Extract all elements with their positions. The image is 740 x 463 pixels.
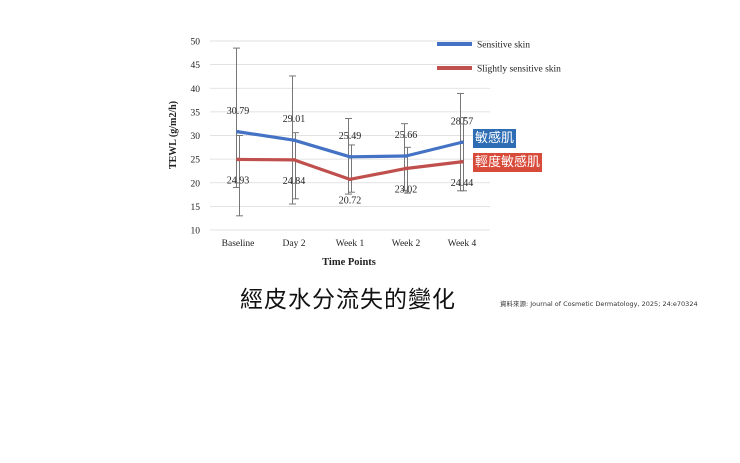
x-axis-ticks: Baseline Day 2 Week 1 Week 2 Week 4	[222, 239, 477, 249]
slightly-sensitive-skin-tag: 輕度敏感肌	[473, 153, 543, 172]
data-label-s0-0: 30.79	[227, 106, 250, 117]
y-tick-label-35: 35	[191, 108, 201, 118]
source-citation: 資料來源: Journal of Cosmetic Dermatology, 2…	[500, 300, 698, 308]
data-point-s1-3	[404, 166, 408, 171]
x-axis-label: Time Points	[322, 257, 376, 268]
data-point-s1-1	[292, 158, 296, 162]
x-tick-label-2: Week 1	[336, 239, 365, 249]
data-label-s1-4: 24.44	[451, 178, 474, 189]
x-tick-label-3: Week 2	[392, 239, 421, 249]
y-tick-label-50: 50	[191, 38, 201, 48]
series-line-1	[236, 157, 464, 181]
legend-label-sensitive: Sensitive skin	[477, 41, 530, 51]
x-tick-label-4: Week 4	[448, 239, 477, 249]
y-tick-label-20: 20	[191, 179, 201, 189]
y-axis-label: TEWL (g/m2/h)	[168, 101, 179, 169]
y-axis-ticks: 10 15 20 25 30 35 40 45 50	[191, 38, 201, 237]
y-tick-label-40: 40	[191, 85, 201, 95]
data-label-s1-1: 24.84	[283, 176, 306, 187]
data-label-s1-0: 24.93	[227, 175, 250, 186]
data-point-s0-3	[404, 154, 408, 158]
y-tick-label-45: 45	[191, 61, 201, 71]
x-tick-label-0: Baseline	[222, 239, 255, 249]
data-point-s0-0	[236, 129, 240, 134]
y-tick-label-25: 25	[191, 156, 201, 166]
data-point-s0-2	[348, 155, 352, 159]
data-point-s1-2	[348, 177, 352, 182]
y-tick-label-10: 10	[191, 227, 201, 237]
y-tick-label-30: 30	[191, 132, 201, 142]
data-point-s1-0	[236, 157, 240, 162]
data-point-s1-4	[460, 159, 464, 164]
data-label-s1-2: 20.72	[339, 195, 362, 206]
data-label-s0-1: 29.01	[283, 114, 306, 125]
legend-label-slightly: Slightly sensitive skin	[477, 65, 561, 75]
data-labels: 30.79 29.01 25.49 25.66 28.57 24.93 24.84 20.72…	[227, 106, 474, 207]
data-point-s0-1	[292, 138, 296, 142]
chart-caption: 經皮水分流失的變化	[240, 287, 456, 313]
data-label-s1-3: 23.02	[395, 184, 418, 195]
sensitive-skin-tag: 敏感肌	[473, 129, 517, 148]
data-label-s0-3: 25.66	[395, 130, 418, 141]
data-point-s0-4	[460, 140, 464, 145]
x-tick-label-1: Day 2	[283, 239, 306, 249]
series-points	[236, 129, 464, 182]
data-label-s0-4: 28.57	[451, 116, 474, 127]
y-tick-label-15: 15	[191, 203, 201, 213]
data-label-s0-2: 25.49	[339, 131, 362, 142]
legend: Sensitive skin Slightly sensitive skin	[437, 41, 561, 75]
